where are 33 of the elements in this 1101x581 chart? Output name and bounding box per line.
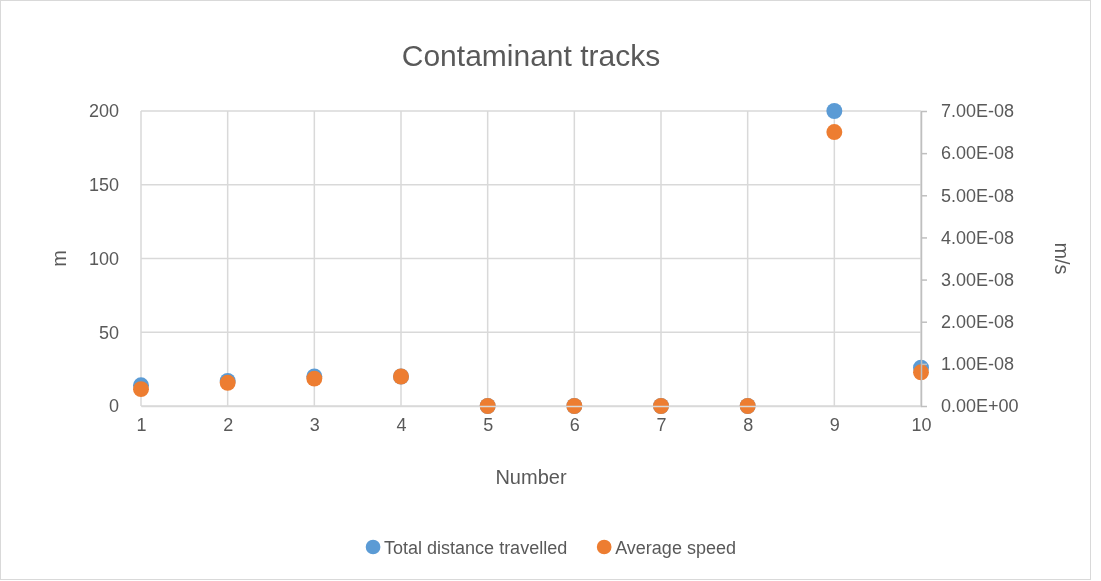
y2-tick-label: 7.00E-08 [941, 101, 1015, 122]
x-axis-title: Number [495, 466, 567, 488]
x-tick-label: 10 [911, 414, 932, 435]
x-tick-label: 1 [136, 414, 147, 435]
y-tick-label: 0 [108, 396, 119, 417]
chart-title: Contaminant tracks [401, 39, 661, 72]
y-tick-label: 50 [98, 322, 119, 343]
x-tick-label: 2 [223, 414, 234, 435]
y2-axis-title: m/s [1051, 242, 1073, 275]
y2-tick-label: 2.00E-08 [941, 311, 1015, 332]
point [133, 381, 149, 398]
y2-tick-label: 3.00E-08 [941, 269, 1015, 290]
x-tick-label: 4 [396, 414, 407, 435]
y-tick-label: 200 [88, 101, 119, 122]
y2-tick-label: 5.00E-08 [941, 185, 1015, 206]
point [913, 364, 929, 381]
y2-tick-label: 1.00E-08 [941, 354, 1015, 375]
point [826, 124, 843, 141]
x-tick-label: 6 [569, 414, 580, 435]
y2-tick-label: 4.00E-08 [941, 227, 1015, 248]
x-tick-label: 5 [483, 414, 494, 435]
legend-label: Average speed [615, 538, 736, 558]
legend-label: Total distance travelled [384, 538, 568, 558]
x-tick-label: 9 [829, 414, 840, 435]
y-tick-label: 150 [88, 175, 119, 196]
x-tick-label: 3 [309, 414, 320, 435]
point [826, 103, 843, 119]
y-axis-title: m [48, 250, 70, 267]
y2-tick-label: 6.00E-08 [941, 143, 1015, 164]
y2-tick-label: 0.00E+00 [941, 396, 1019, 417]
x-tick-label: 7 [656, 414, 667, 435]
y-tick-label: 100 [88, 248, 119, 269]
x-tick-label: 8 [743, 414, 754, 435]
